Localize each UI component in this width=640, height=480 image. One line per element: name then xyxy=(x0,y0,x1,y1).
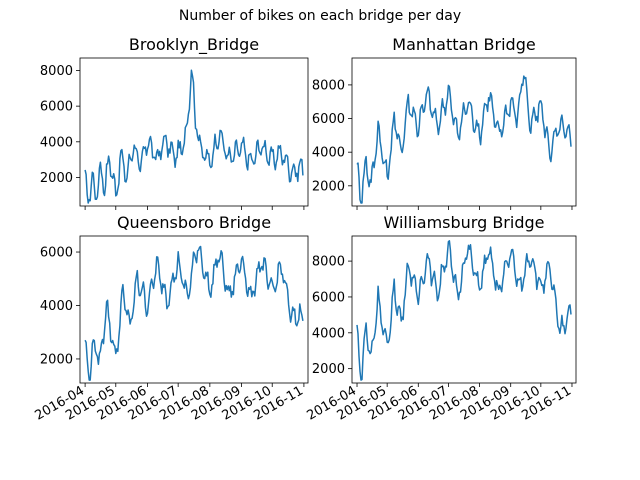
subplot-1: Brooklyn_Bridge 2000 4000 6000 8000 xyxy=(40,35,309,210)
y-tick-label: 6000 xyxy=(312,290,345,305)
series-line xyxy=(84,69,304,204)
axes-frame xyxy=(79,57,309,207)
y-tick-label: 2000 xyxy=(40,352,73,367)
y-tick-label: 6000 xyxy=(40,246,73,261)
y-tick-label: 2000 xyxy=(40,171,73,186)
y-tick-label: 8000 xyxy=(312,255,345,270)
axes-frame xyxy=(351,57,577,207)
y-tick-label: 8000 xyxy=(40,64,73,79)
subplot-3: Queensboro Bridge2000400060002016-042016… xyxy=(33,213,309,424)
series-line xyxy=(84,245,304,381)
y-tick-label: 6000 xyxy=(312,112,345,127)
y-tick-label: 4000 xyxy=(312,146,345,161)
y-tick-label: 4000 xyxy=(40,299,73,314)
subplot-2: Manhattan Bridge 2000 4000 6000 8000 xyxy=(312,35,577,210)
y-tick-label: 2000 xyxy=(312,179,345,194)
axes-frame xyxy=(351,235,577,384)
subplot-title: Manhattan Bridge xyxy=(392,35,535,54)
y-tick-label: 6000 xyxy=(40,100,73,115)
subplot-title: Williamsburg Bridge xyxy=(384,213,545,232)
subplot-title: Brooklyn_Bridge xyxy=(129,35,259,55)
axes-frame xyxy=(79,235,309,384)
y-tick-label: 8000 xyxy=(312,78,345,93)
series-line xyxy=(356,240,572,381)
subplot-title: Queensboro Bridge xyxy=(117,213,271,232)
subplot-4: Williamsburg Bridge20004000600080002016-… xyxy=(304,213,577,424)
y-tick-label: 2000 xyxy=(312,362,345,377)
figure-title: Number of bikes on each bridge per day xyxy=(178,8,462,24)
y-tick-label: 4000 xyxy=(312,326,345,341)
y-tick-label: 4000 xyxy=(40,135,73,150)
series-line xyxy=(356,75,572,204)
